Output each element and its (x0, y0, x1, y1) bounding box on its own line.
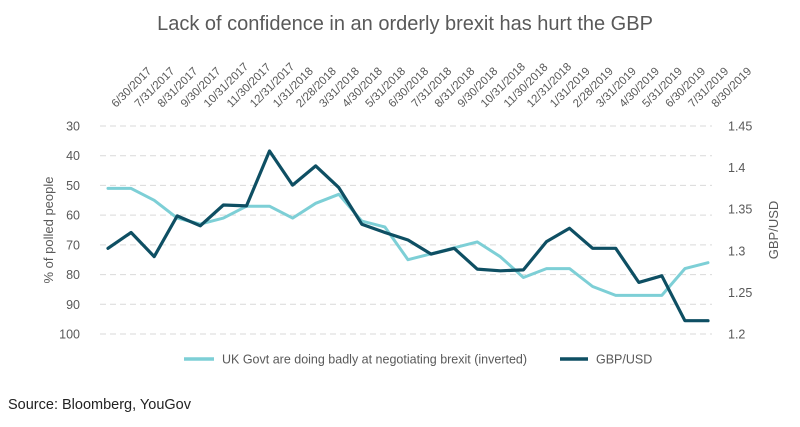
right-tick-label: 1.4 (728, 161, 745, 175)
gridlines (100, 125, 712, 335)
right-axis-ticks: 1.2 1.25 1.3 1.35 1.4 1.45 (728, 120, 752, 342)
right-tick-label: 1.35 (728, 203, 752, 217)
left-axis-ticks: 30 40 50 60 70 80 90 100 (59, 120, 80, 342)
left-tick-label: 100 (59, 328, 80, 342)
left-tick-label: 70 (66, 238, 80, 252)
left-tick-label: 80 (66, 268, 80, 282)
right-axis-label: GBP/USD (766, 201, 781, 260)
legend: UK Govt are doing badly at negotiating b… (184, 353, 652, 367)
left-tick-label: 30 (66, 120, 80, 134)
legend-label: UK Govt are doing badly at negotiating b… (222, 353, 527, 367)
left-tick-label: 40 (66, 149, 80, 163)
series-line-2 (106, 149, 710, 323)
legend-label: GBP/USD (596, 353, 652, 367)
series-lines (106, 149, 710, 323)
left-tick-label: 60 (66, 209, 80, 223)
right-tick-label: 1.45 (728, 120, 752, 134)
left-tick-label: 50 (66, 179, 80, 193)
left-tick-label: 90 (66, 298, 80, 312)
right-tick-label: 1.3 (728, 244, 745, 258)
series-line-1 (106, 186, 710, 297)
source-note: Source: Bloomberg, YouGov (8, 397, 191, 413)
x-tick-labels: 6/30/20177/31/20178/31/20179/30/201710/3… (110, 61, 755, 110)
right-tick-label: 1.2 (728, 328, 745, 342)
left-axis-label: % of polled people (41, 177, 56, 284)
right-tick-label: 1.25 (728, 286, 752, 300)
chart-title: Lack of confidence in an orderly brexit … (157, 13, 653, 35)
